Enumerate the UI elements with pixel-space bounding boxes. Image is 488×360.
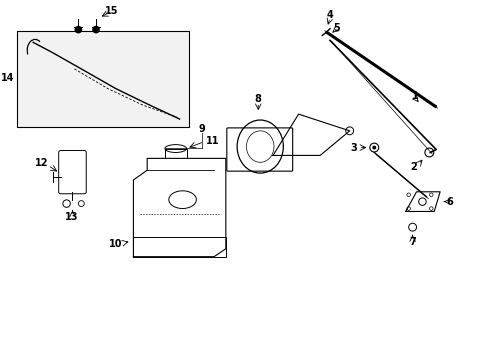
Text: 14: 14 xyxy=(1,73,15,83)
Text: 7: 7 xyxy=(408,237,415,247)
Bar xyxy=(18,31,189,127)
Circle shape xyxy=(75,26,81,33)
Circle shape xyxy=(93,26,99,33)
Text: 11: 11 xyxy=(206,136,219,146)
Text: 9: 9 xyxy=(199,124,205,134)
Text: 15: 15 xyxy=(105,6,118,16)
Text: 4: 4 xyxy=(326,10,333,20)
Text: 6: 6 xyxy=(446,197,452,207)
Text: 13: 13 xyxy=(64,212,78,222)
Text: 12: 12 xyxy=(35,158,49,168)
Text: 3: 3 xyxy=(349,143,356,153)
Circle shape xyxy=(372,146,375,149)
Text: 2: 2 xyxy=(409,162,416,172)
Text: 10: 10 xyxy=(109,239,122,249)
Text: 5: 5 xyxy=(333,23,340,33)
Text: 8: 8 xyxy=(254,94,261,104)
Text: 1: 1 xyxy=(411,91,418,102)
